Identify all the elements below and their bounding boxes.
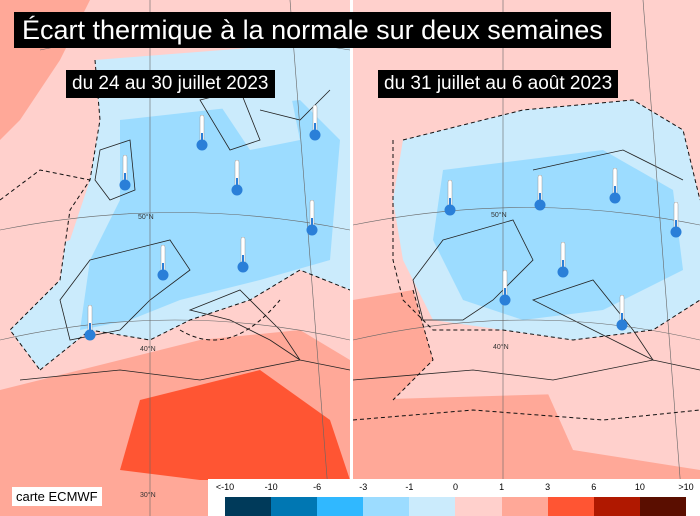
lat-label: 40°N [140, 346, 156, 353]
legend-swatch [225, 497, 272, 516]
legend-tick-label: -1 [405, 482, 414, 492]
thermometer-cold-icon [557, 241, 569, 278]
legend-color-bar [225, 497, 686, 516]
legend-tick-label: -3 [359, 482, 368, 492]
legend-swatch [271, 497, 318, 516]
legend-tick-label: <-10 [215, 482, 235, 492]
thermometer-cold-icon [84, 304, 96, 341]
color-legend: <-10 -10 -6 -3 -1 0 1 3 6 10 >10 [208, 479, 700, 516]
map-divider [350, 0, 353, 516]
legend-swatch [317, 497, 364, 516]
lat-label: 30°N [140, 492, 156, 499]
page-title: Écart thermique à la normale sur deux se… [14, 12, 611, 48]
thermometer-cold-icon [237, 236, 249, 273]
thermometer-cold-icon [119, 154, 131, 191]
legend-swatch [455, 497, 502, 516]
period-label-week-1: du 24 au 30 juillet 2023 [66, 70, 275, 98]
legend-tick-label: -6 [313, 482, 322, 492]
map-week-2-graphic [353, 0, 700, 516]
period-label-week-2: du 31 juillet au 6 août 2023 [378, 70, 619, 98]
thermometer-cold-icon [306, 199, 318, 236]
legend-swatch [593, 497, 640, 516]
legend-swatch [639, 497, 686, 516]
legend-swatch [363, 497, 410, 516]
source-credit: carte ECMWF [12, 487, 102, 506]
thermometer-cold-icon [609, 167, 621, 204]
thermometer-cold-icon [616, 294, 628, 331]
thermometer-cold-icon [499, 269, 511, 306]
thermometer-cold-icon [231, 159, 243, 196]
legend-tick-label: 3 [545, 482, 551, 492]
thermometer-cold-icon [309, 104, 321, 141]
thermometer-cold-icon [157, 244, 169, 281]
lat-label: 50°N [491, 212, 507, 219]
legend-tick-label: -10 [264, 482, 278, 492]
lat-label: 40°N [493, 344, 509, 351]
legend-swatch [501, 497, 548, 516]
legend-tick-label: 1 [499, 482, 505, 492]
legend-tick-label: >10 [678, 482, 694, 492]
thermometer-cold-icon [196, 114, 208, 151]
map-week-2: 50°N 40°N [353, 0, 700, 516]
thermometer-cold-icon [670, 201, 682, 238]
legend-tick-label: 6 [591, 482, 597, 492]
thermometer-cold-icon [444, 179, 456, 216]
thermometer-cold-icon [534, 174, 546, 211]
lat-label: 50°N [138, 214, 154, 221]
legend-tick-label: 10 [634, 482, 645, 492]
legend-swatch [547, 497, 594, 516]
legend-tick-label: 0 [452, 482, 459, 492]
legend-swatch [409, 497, 456, 516]
